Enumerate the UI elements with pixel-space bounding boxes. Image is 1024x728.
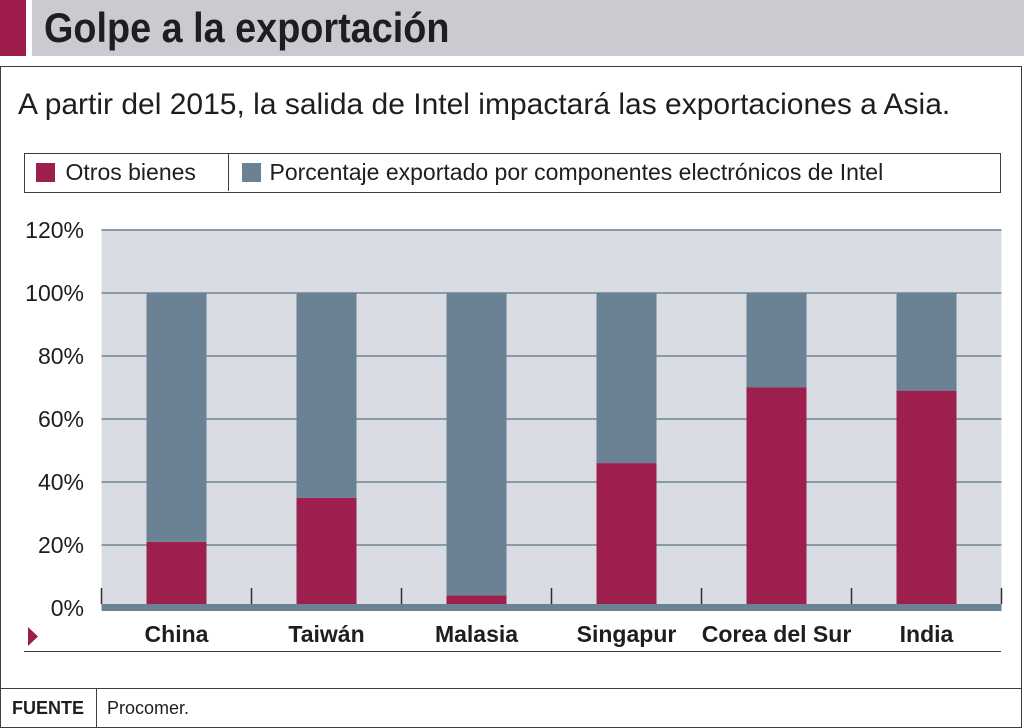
x-category-label-corea-del-sur: Corea del Sur [702, 621, 852, 647]
source-text: Procomer. [107, 698, 190, 718]
footer-rule [0, 688, 1022, 689]
stacked-bar-chart: 0% 20% 40% 60% 80% 100% 120% China Taiwán Malasia… [25, 217, 1003, 647]
x-axis-baseline [101, 604, 1002, 611]
axis-marker-triangle-icon [28, 627, 38, 646]
y-tick-label-20: 20% [38, 532, 84, 558]
y-tick-label-0: 0% [51, 595, 84, 621]
bar-series0-china [146, 541, 207, 608]
chart-subtitle: A partir del 2015, la salida de Intel im… [18, 88, 951, 121]
legend-swatch-intel [241, 163, 261, 182]
y-tick-label-60: 60% [38, 406, 84, 432]
x-category-label-malasia: Malasia [435, 621, 518, 647]
bar-series0-singapur [596, 463, 657, 608]
bar-series1-malasia [446, 293, 507, 596]
y-tick-label-40: 40% [38, 469, 84, 495]
header-bar: Golpe a la exportación [32, 0, 1024, 56]
bar-series1-singapur [596, 293, 657, 464]
x-category-label-india: India [900, 621, 954, 647]
x-category-label-taiwan: Taiwán [288, 621, 364, 647]
header-accent-block [0, 0, 26, 56]
bar-series1-india [896, 293, 957, 391]
legend-divider [227, 154, 229, 191]
y-tick-label-80: 80% [38, 343, 84, 369]
legend-item-otros-bienes: Otros bienes [25, 154, 1000, 192]
bar-series1-taiwan [296, 293, 357, 498]
bar-series0-india [896, 390, 957, 608]
legend-label-intel: Porcentaje exportado por componentes ele… [269, 159, 884, 185]
legend-label-otros-bienes: Otros bienes [65, 159, 196, 185]
y-tick-label-120: 120% [25, 217, 84, 243]
footer-divider [96, 688, 97, 728]
chart-title: Golpe a la exportación [44, 4, 450, 51]
bar-series1-china [146, 293, 207, 542]
x-category-label-china: China [145, 621, 209, 647]
x-category-label-singapur: Singapur [577, 621, 677, 647]
y-tick-label-100: 100% [25, 280, 84, 306]
legend-item-intel: Porcentaje exportado por componentes ele… [25, 154, 1000, 192]
legend-swatch-otros-bienes [35, 163, 55, 182]
category-axis-rule [24, 651, 1001, 652]
bar-series0-taiwan [296, 497, 357, 608]
legend: Otros bienes Porcentaje exportado por co… [24, 153, 1001, 193]
bar-series1-corea-del-sur [746, 293, 807, 388]
source-label: FUENTE [12, 698, 84, 718]
bar-series0-corea-del-sur [746, 387, 807, 608]
